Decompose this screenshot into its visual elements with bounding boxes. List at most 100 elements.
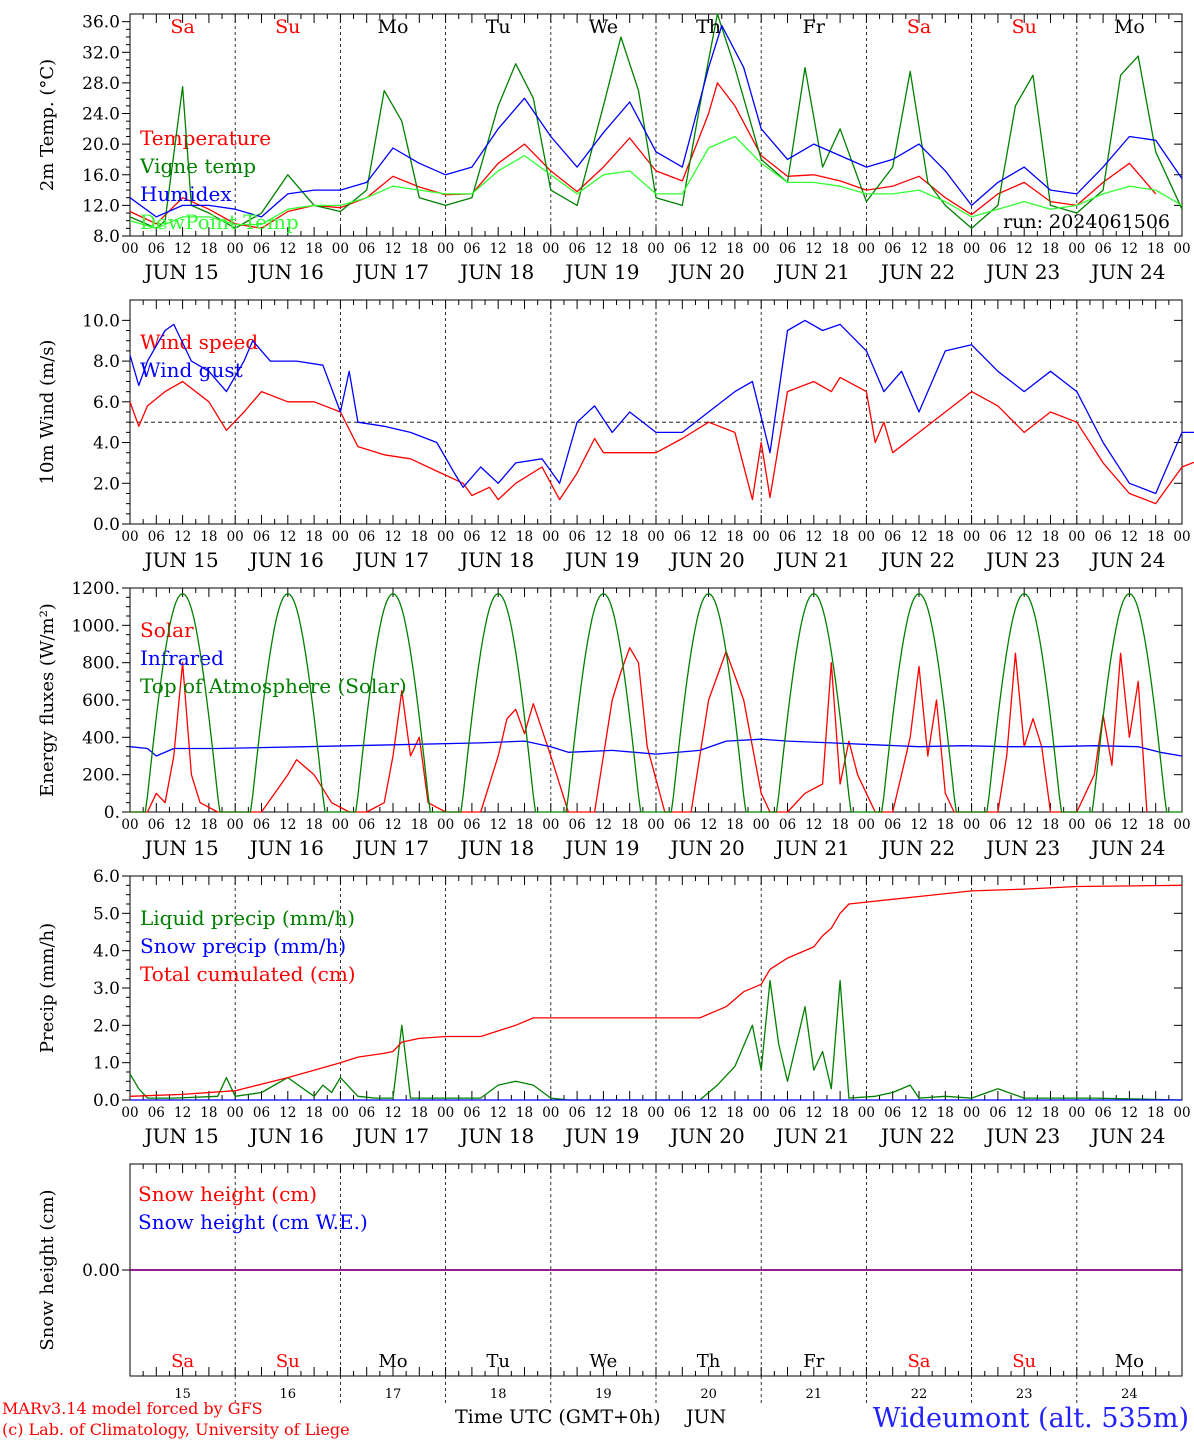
- date-label: JUN 24: [1089, 548, 1165, 572]
- weekday-label: Su: [275, 16, 300, 38]
- hour-tick-label: 18: [1042, 529, 1059, 545]
- hour-tick-label: 06: [674, 1105, 691, 1121]
- hour-tick-label: 00: [858, 529, 875, 545]
- hour-tick-label: 06: [253, 817, 270, 833]
- hour-tick-label: 12: [174, 1105, 191, 1121]
- hour-tick-label: 06: [884, 817, 901, 833]
- hour-tick-label: 12: [174, 817, 191, 833]
- hour-tick-label: 00: [332, 529, 349, 545]
- hour-tick-label: 06: [1095, 817, 1112, 833]
- legend-entry: Liquid precip (mm/h): [140, 906, 355, 930]
- hour-tick-label: 12: [595, 1105, 612, 1121]
- day-number-label: 16: [280, 1387, 297, 1402]
- hour-tick-label: 00: [963, 241, 980, 257]
- hour-tick-label: 06: [989, 529, 1006, 545]
- date-label: JUN 18: [458, 548, 534, 572]
- hour-tick-label: 18: [621, 529, 638, 545]
- run-label: run: 2024061506: [1003, 211, 1170, 233]
- y-tick-label: 0.00: [82, 1261, 120, 1281]
- hour-tick-label: 18: [621, 817, 638, 833]
- y-tick-label: 4.0: [93, 434, 120, 454]
- hour-tick-label: 12: [595, 529, 612, 545]
- hour-tick-label: 06: [779, 529, 796, 545]
- hour-tick-label: 18: [200, 529, 217, 545]
- date-label: JUN 23: [984, 836, 1060, 860]
- weekday-label: Tu: [486, 1351, 510, 1372]
- hour-tick-label: 12: [384, 241, 401, 257]
- y-tick-label: 2.0: [93, 1016, 120, 1036]
- hour-tick-label: 00: [858, 241, 875, 257]
- weekday-label: We: [590, 1351, 618, 1372]
- hour-tick-label: 18: [411, 817, 428, 833]
- date-label: JUN 22: [879, 1124, 955, 1148]
- y-tick-label: 400.: [82, 728, 120, 748]
- date-label: JUN 15: [143, 836, 219, 860]
- weekday-label: Mo: [378, 1351, 407, 1372]
- hour-tick-label: 12: [700, 529, 717, 545]
- hour-tick-label: 18: [832, 817, 849, 833]
- hour-tick-label: 06: [358, 1105, 375, 1121]
- y-tick-label: 24.0: [82, 105, 120, 125]
- weekday-label: Sa: [170, 16, 194, 38]
- hour-tick-label: 18: [726, 529, 743, 545]
- hour-tick-label: 00: [1068, 817, 1085, 833]
- y-tick-label: 0.: [104, 803, 120, 823]
- hour-tick-label: 06: [989, 241, 1006, 257]
- date-label: JUN 17: [353, 1124, 429, 1148]
- day-number-label: 19: [595, 1387, 612, 1402]
- hour-tick-label: 18: [1042, 1105, 1059, 1121]
- date-label: JUN 16: [248, 1124, 324, 1148]
- hour-tick-label: 06: [148, 1105, 165, 1121]
- hour-tick-label: 18: [621, 241, 638, 257]
- y-tick-label: 800.: [82, 654, 120, 674]
- hour-tick-label: 00: [1173, 817, 1190, 833]
- panel-3: 0. 200. 400. 600. 800. 1000. 1200. Energy fluxe…: [37, 579, 1191, 860]
- hour-tick-label: 06: [989, 817, 1006, 833]
- hour-tick-label: 00: [227, 1105, 244, 1121]
- hour-tick-label: 06: [674, 817, 691, 833]
- hour-tick-label: 00: [963, 1105, 980, 1121]
- hour-tick-label: 06: [358, 529, 375, 545]
- hour-tick-label: 18: [411, 529, 428, 545]
- hour-tick-label: 00: [753, 817, 770, 833]
- hour-tick-label: 00: [647, 1105, 664, 1121]
- y-tick-label: 0.0: [93, 1091, 120, 1111]
- day-number-label: 21: [806, 1387, 823, 1402]
- hour-tick-label: 18: [516, 529, 533, 545]
- y-tick-label: 32.0: [82, 43, 120, 63]
- y-axis-label: Snow height (cm): [37, 1189, 58, 1350]
- hour-tick-label: 18: [306, 1105, 323, 1121]
- hour-tick-label: 12: [384, 1105, 401, 1121]
- hour-tick-label: 06: [463, 1105, 480, 1121]
- hour-tick-label: 18: [1147, 529, 1164, 545]
- y-tick-label: 20.0: [82, 135, 120, 155]
- hour-tick-label: 00: [542, 817, 559, 833]
- hour-tick-label: 18: [306, 529, 323, 545]
- date-label: JUN 20: [669, 836, 745, 860]
- hour-tick-label: 18: [937, 241, 954, 257]
- hour-tick-label: 12: [910, 1105, 927, 1121]
- hour-tick-label: 12: [805, 1105, 822, 1121]
- hour-tick-label: 18: [411, 1105, 428, 1121]
- hour-tick-label: 00: [858, 1105, 875, 1121]
- y-tick-label: 28.0: [82, 74, 120, 94]
- weekday-label: Sa: [907, 1351, 930, 1372]
- hour-tick-label: 12: [805, 241, 822, 257]
- hour-tick-label: 12: [490, 241, 507, 257]
- hour-tick-label: 12: [805, 817, 822, 833]
- hour-tick-label: 06: [779, 241, 796, 257]
- hour-tick-label: 12: [1121, 241, 1138, 257]
- weekday-label: Tu: [486, 16, 511, 38]
- y-axis-label: Energy fluxes (W/m²): [37, 603, 58, 797]
- hour-tick-label: 12: [1121, 1105, 1138, 1121]
- hour-tick-label: 12: [910, 241, 927, 257]
- hour-tick-label: 00: [1068, 529, 1085, 545]
- date-label: JUN 17: [353, 260, 429, 284]
- hour-tick-label: 18: [516, 241, 533, 257]
- date-label: JUN 23: [984, 548, 1060, 572]
- y-tick-label: 12.0: [82, 196, 120, 216]
- x-axis-label: Time UTC (GMT+0h): [455, 1406, 661, 1428]
- hour-tick-label: 06: [253, 1105, 270, 1121]
- y-tick-label: 0.0: [93, 515, 120, 535]
- hour-tick-label: 12: [279, 817, 296, 833]
